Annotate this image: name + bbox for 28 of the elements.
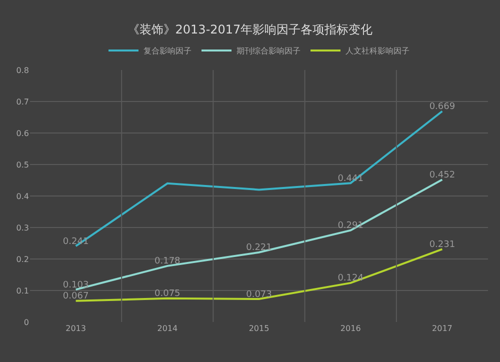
data-label: 0.103 — [62, 280, 89, 290]
x-tick-label: 2017 — [432, 324, 452, 333]
chart-title: 《装饰》2013-2017年影响因子各项指标变化 — [127, 22, 373, 37]
legend-label: 期刊综合影响因子 — [236, 46, 300, 56]
y-tick-label: 0.8 — [16, 66, 29, 75]
data-label: 0.124 — [338, 274, 364, 284]
y-tick-label: 0.3 — [16, 223, 29, 232]
y-tick-label: 0 — [24, 318, 29, 327]
data-label: 0.075 — [154, 289, 180, 300]
data-label: 0.067 — [62, 292, 89, 302]
data-label: 0.452 — [429, 170, 456, 180]
y-tick-label: 0.5 — [16, 160, 29, 170]
data-label: 0.221 — [246, 243, 272, 254]
x-tick-label: 2015 — [248, 324, 270, 333]
legend-label: 复合影响因子 — [144, 46, 192, 56]
data-label: 0.669 — [429, 102, 456, 112]
y-tick-label: 0.7 — [16, 97, 29, 106]
data-label: 0.178 — [154, 256, 181, 267]
y-tick-label: 0.2 — [16, 254, 29, 264]
legend-label: 人文社科影响因子 — [346, 46, 410, 56]
x-tick-label: 2014 — [157, 324, 178, 333]
data-label: 0.231 — [429, 240, 456, 250]
data-label: 0.073 — [246, 290, 272, 300]
x-tick-label: 2016 — [340, 324, 361, 333]
y-tick-label: 0.6 — [16, 128, 29, 138]
y-tick-label: 0.1 — [16, 286, 29, 296]
y-tick-label: 0.4 — [16, 192, 29, 201]
x-tick-label: 2013 — [66, 324, 86, 333]
